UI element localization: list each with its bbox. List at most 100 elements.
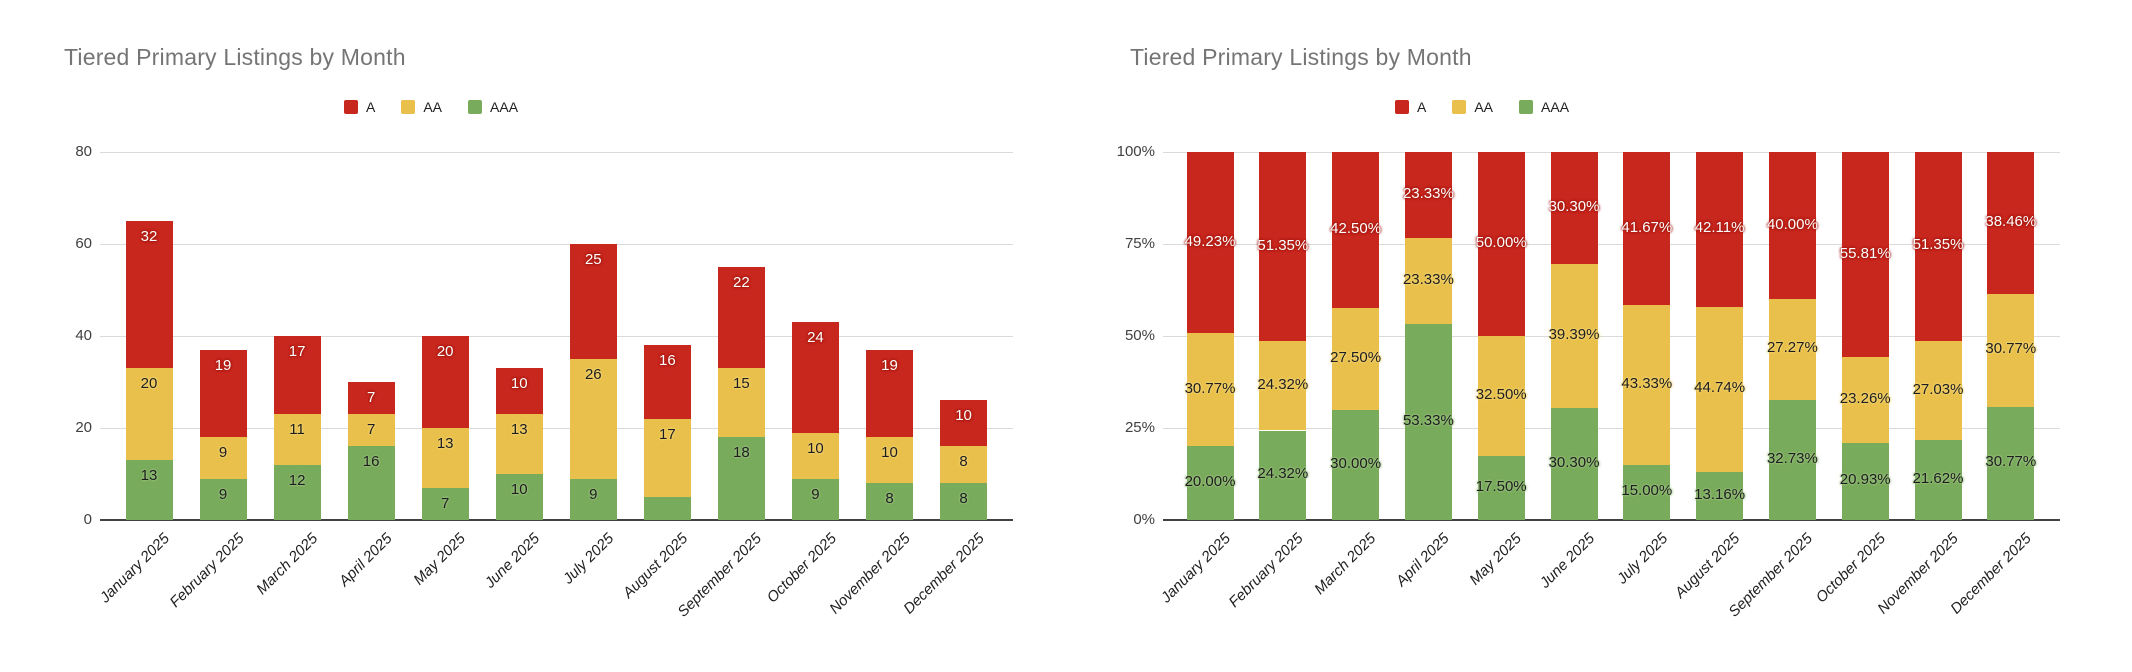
gridline-100 (1163, 152, 2060, 153)
bar-segment-april-A (1404, 152, 1452, 238)
bar-segment-august-AA (643, 418, 691, 497)
x-axis-label: June 2025 (1536, 530, 1599, 592)
chart-stacked-percent: Tiered Primary Listings by Month A AA AAA … (1066, 0, 2132, 672)
bar-label-december-A: 38.46% (1985, 212, 2037, 230)
bar-segment-march-AAA (273, 464, 321, 520)
bar-label-august-A: 42.11% (1694, 219, 1745, 237)
bar-label-november-AAA: 8 (885, 490, 894, 508)
y-tick-label: 100% (1116, 143, 1155, 160)
bar-segment-september-AAA (1768, 399, 1816, 520)
bar-segment-december-AA (940, 446, 988, 484)
legend-swatch-A (344, 100, 358, 114)
bar-segment-january-A (1186, 152, 1234, 334)
bar-segment-august-AAA (643, 497, 691, 520)
bar-segment-january-AAA (1186, 446, 1234, 520)
bar-segment-september-AA (717, 368, 765, 438)
bar-label-june-A: 30.30% (1548, 197, 1600, 215)
bar-label-may-A: 20 (436, 343, 454, 360)
y-tick-label: 75% (1124, 235, 1155, 252)
bar-segment-october-A (1841, 152, 1889, 358)
bar-segment-june-AA (495, 414, 543, 474)
x-axis-label: June 2025 (481, 530, 544, 592)
bar-segment-march-A (273, 336, 321, 415)
bar-label-july-AA: 26 (584, 366, 602, 383)
x-axis-label: May 2025 (410, 530, 470, 589)
bar-label-april-AA: 7 (366, 421, 376, 439)
bar-segment-october-AAA (791, 478, 839, 520)
x-axis-label: August 2025 (619, 530, 692, 602)
bar-label-july-A: 25 (584, 251, 602, 268)
bar-segment-july-AA (1623, 305, 1671, 465)
legend-swatch-A (1395, 100, 1409, 114)
bar-label-january-A: 49.23% (1184, 232, 1236, 250)
x-axis-label: January 2025 (96, 530, 174, 607)
bar-segment-march-A (1332, 152, 1380, 309)
bar-segment-august-A (1696, 151, 1744, 307)
x-axis-label: January 2025 (1157, 530, 1235, 607)
bar-segment-november-A (866, 349, 913, 438)
bar-segment-july-A (1623, 152, 1671, 306)
bar-segment-june-AAA (495, 474, 543, 520)
bar-label-february-A: 19 (214, 356, 232, 374)
bar-label-july-AA: 43.33% (1621, 375, 1673, 393)
bar-label-january-AAA: 13 (140, 467, 158, 485)
bar-segment-september-A (717, 267, 765, 369)
bar-segment-january-AAA (125, 460, 173, 520)
bar-segment-june-AAA (1550, 408, 1598, 520)
bar-label-december-A: 10 (955, 407, 972, 425)
y-tick-label: 60 (75, 235, 92, 252)
bar-segment-february-A (1259, 152, 1307, 341)
bar-segment-june-AA (1550, 263, 1598, 409)
x-axis-label: December 2025 (900, 530, 988, 618)
bar-segment-may-AA (1477, 336, 1525, 456)
bar-segment-november-AA (1914, 340, 1962, 441)
legend-label: AA (1474, 99, 1494, 115)
bar-label-october-AAA: 20.93% (1839, 471, 1891, 489)
bar-label-august-AA: 17 (659, 425, 676, 443)
bar-label-january-AA: 30.77% (1184, 379, 1236, 397)
bar-segment-april-A (347, 382, 395, 415)
bar-label-march-A: 17 (288, 343, 306, 360)
x-axis-label: April 2025 (335, 530, 396, 590)
chart-title: Tiered Primary Listings by Month (1130, 44, 1472, 70)
bar-label-november-AA: 10 (881, 444, 898, 462)
bar-label-april-A: 7 (366, 389, 376, 406)
bar-label-june-AAA: 10 (510, 481, 528, 498)
bar-label-february-AA: 24.32% (1257, 375, 1309, 393)
bar-segment-may-A (421, 336, 469, 428)
bar-segment-december-AAA (1987, 406, 2035, 520)
bar-segment-june-A (495, 368, 543, 415)
x-axis-label: May 2025 (1466, 530, 1526, 589)
gridline-75 (1163, 244, 2060, 245)
chart-legend: A AA AAA (344, 99, 518, 115)
bar-label-june-AAA: 30.30% (1548, 454, 1600, 472)
bar-label-february-AAA: 24.32% (1257, 465, 1309, 483)
bar-segment-march-AAA (1332, 409, 1380, 520)
bar-label-january-AA: 20 (140, 375, 158, 393)
gridline-25 (1163, 428, 2060, 429)
legend-swatch-AA (401, 100, 416, 114)
bar-segment-january-AA (1186, 333, 1234, 447)
y-tick-label: 0 (83, 511, 92, 528)
bar-segment-august-A (643, 345, 691, 419)
bar-segment-september-AA (1768, 299, 1816, 400)
bar-segment-july-AAA (569, 478, 617, 520)
bar-label-march-AAA: 12 (288, 471, 306, 489)
bar-segment-june-A (1550, 152, 1598, 264)
legend-label: A (1417, 99, 1427, 115)
legend-item-A: A (1395, 99, 1426, 115)
legend-item-AA: AA (1452, 99, 1493, 115)
bar-label-april-A: 23.33% (1402, 184, 1454, 202)
bar-segment-october-AA (791, 432, 839, 479)
y-tick-label: 50% (1124, 327, 1155, 344)
bar-label-march-A: 42.50% (1330, 220, 1382, 238)
bar-label-june-AA: 39.39% (1548, 326, 1600, 344)
x-axis-label: July 2025 (1613, 530, 1671, 588)
bar-label-july-A: 41.67% (1621, 218, 1673, 236)
bar-segment-february-A (199, 349, 247, 438)
gridline-50 (1163, 336, 2060, 337)
bar-segment-april-AA (347, 414, 395, 447)
bar-label-july-AAA: 9 (589, 485, 598, 503)
bar-segment-march-AA (273, 414, 321, 465)
bar-segment-february-AAA (1259, 430, 1307, 520)
